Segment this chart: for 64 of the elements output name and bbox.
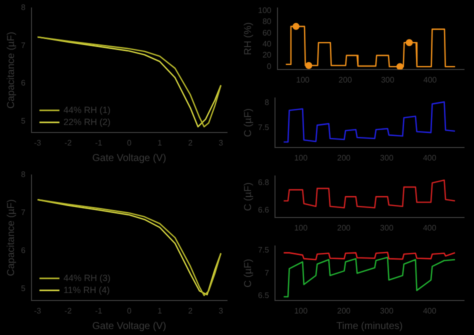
x-tick-label: -3: [34, 306, 42, 316]
x-tick-label: 300: [380, 75, 395, 84]
x-tick-label: 300: [380, 306, 394, 316]
x-axis-title: Gate Voltage (V): [92, 152, 166, 164]
y-axis-title: C (µF): [242, 108, 254, 137]
x-tick-label: -2: [64, 138, 72, 148]
legend-label: 44% RH (1): [63, 104, 110, 115]
y-tick-label: 8: [20, 170, 26, 180]
y-tick-label: 7.5: [258, 246, 270, 255]
legend-label: 22% RH (2): [63, 116, 110, 127]
x-tick-label: -2: [64, 306, 72, 316]
y-tick-label: 40: [262, 39, 272, 48]
x-axis-title: Time (minutes): [336, 320, 403, 332]
x-tick-label: 100: [296, 75, 310, 84]
x-tick-label: 100: [294, 223, 308, 232]
x-tick-label: 200: [338, 75, 352, 84]
y-tick-label: 8: [264, 98, 270, 108]
y-tick-label: 8: [20, 3, 26, 12]
y-tick-label: 7: [264, 268, 270, 278]
y-axis-title: Capacitance (µF): [6, 32, 17, 109]
legend-label: 44% RH (3): [63, 272, 110, 283]
x-tick-label: -1: [95, 306, 103, 316]
y-tick-label: 6.6: [258, 206, 270, 215]
y-tick-label: 7.5: [258, 122, 270, 132]
y-axis-title: C (µF): [242, 258, 254, 288]
x-tick-label: 400: [422, 306, 437, 316]
y-tick-label: 7: [20, 40, 26, 50]
y-tick-label: 5: [20, 116, 26, 126]
y-axis-title: C (µF): [242, 182, 254, 211]
x-tick-label: 1: [158, 138, 163, 148]
y-tick-label: 0: [266, 62, 272, 71]
x-tick-label: 3: [218, 138, 224, 148]
x-tick-label: 100: [294, 153, 308, 162]
x-tick-label: 200: [337, 306, 352, 316]
x-tick-label: 0: [127, 138, 132, 148]
x-tick-label: 3: [218, 306, 224, 316]
x-tick-label: 400: [422, 223, 437, 232]
y-tick-label: 7: [20, 208, 26, 218]
x-tick-label: 0: [127, 306, 132, 316]
y-tick-label: 60: [262, 28, 272, 38]
y-tick-label: 5: [20, 284, 26, 294]
x-tick-label: 300: [380, 153, 394, 162]
y-axis-title: Capacitance (µF): [6, 199, 17, 276]
x-tick-label: -1: [95, 138, 103, 148]
y-axis-title: RH (%): [242, 22, 254, 56]
x-tick-label: -3: [34, 138, 42, 148]
x-tick-label: 400: [422, 153, 437, 162]
x-tick-label: 400: [423, 75, 438, 84]
y-tick-label: 6: [20, 78, 26, 88]
y-tick-label: 6.8: [258, 178, 270, 188]
x-tick-label: 100: [294, 306, 308, 316]
y-tick-label: 100: [258, 6, 272, 15]
x-tick-label: 1: [158, 306, 163, 316]
x-tick-label: 2: [188, 138, 194, 148]
y-tick-label: 6: [20, 246, 26, 256]
y-tick-label: 6.5: [258, 291, 270, 300]
x-tick-label: 2: [188, 306, 194, 316]
x-tick-label: 200: [337, 153, 352, 162]
legend-label: 11% RH (4): [63, 284, 110, 295]
y-tick-label: 80: [262, 17, 272, 26]
x-tick-label: 300: [380, 223, 394, 232]
x-axis-title: Gate Voltage (V): [92, 320, 166, 332]
y-tick-label: 20: [262, 50, 272, 60]
x-tick-label: 200: [337, 223, 352, 232]
